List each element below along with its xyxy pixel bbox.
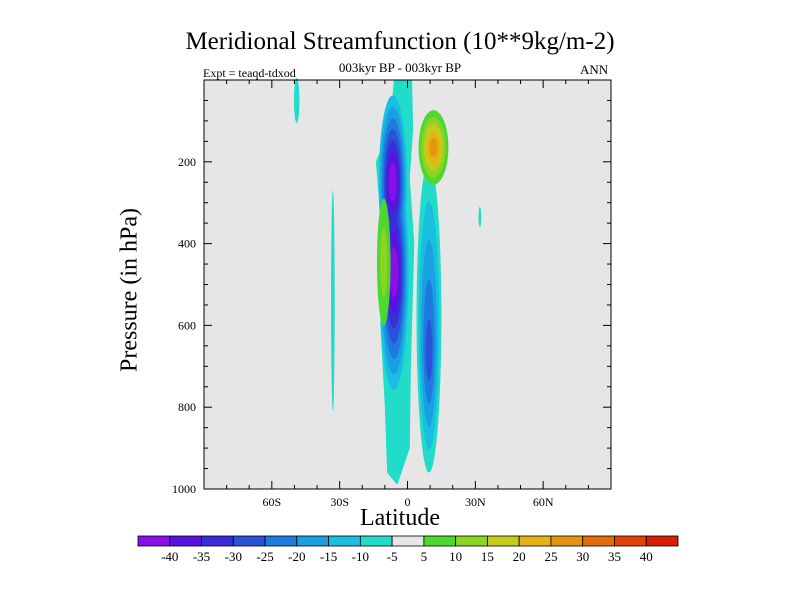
x-tick-label: 60N — [533, 495, 554, 509]
negative-sliver — [331, 190, 335, 412]
y-tick-label: 400 — [178, 237, 196, 251]
colorbar-label: 20 — [513, 549, 526, 564]
colorbar-label: -15 — [320, 549, 337, 564]
colorbar-swatch — [264, 535, 298, 547]
colorbar-label: -40 — [161, 549, 178, 564]
colorbar-swatch — [487, 535, 520, 547]
mid-positive-cell-level — [380, 227, 388, 297]
colorbar-swatch — [582, 535, 615, 547]
negative-sliver — [293, 77, 300, 123]
colorbar-label: 15 — [481, 549, 494, 564]
colorbar: -40 -35 -30 -25 -20 -15 -10 -5 5 10 15 20 25 30 35 40 — [137, 535, 679, 564]
colorbar-label: 30 — [576, 549, 589, 564]
upper-positive-cell-level — [429, 138, 438, 157]
colorbar-swatch — [232, 535, 266, 547]
season-label: ANN — [580, 62, 609, 77]
colorbar-label: -5 — [387, 549, 398, 564]
colorbar-swatch — [359, 535, 393, 547]
colorbar-swatch — [328, 535, 361, 547]
main-negative-cell-level — [388, 162, 397, 202]
y-tick-label: 600 — [178, 318, 196, 332]
colorbar-swatch — [169, 535, 202, 547]
x-tick-label: 0 — [405, 495, 411, 509]
experiment-label: Expt = teaqd-tdxod — [203, 66, 296, 80]
colorbar-swatch — [645, 535, 679, 547]
colorbar-label: -35 — [193, 549, 210, 564]
colorbar-label: -30 — [225, 549, 242, 564]
colorbar-label: -20 — [288, 549, 305, 564]
y-tick-label: 200 — [178, 155, 196, 169]
colorbar-label: -25 — [256, 549, 273, 564]
colorbar-swatch — [391, 535, 425, 547]
colorbar-swatch — [137, 535, 171, 547]
colorbar-label: 10 — [449, 549, 462, 564]
axis-ticks: 60S 30S 0 30N 60N 200 400 600 800 1000 — [172, 79, 612, 509]
colorbar-swatch — [518, 535, 552, 547]
colorbar-label: -10 — [352, 549, 369, 564]
x-tick-label: 30N — [465, 495, 486, 509]
negative-sliver — [478, 206, 482, 228]
y-tick-label: 1000 — [172, 482, 196, 496]
contour-field — [293, 77, 482, 485]
main-negative-cell-level — [389, 246, 399, 298]
colorbar-label: 40 — [640, 549, 653, 564]
x-tick-label: 60S — [262, 495, 281, 509]
x-tick-label: 30S — [330, 495, 349, 509]
chart-subtitle: 003kyr BP - 003kyr BP — [338, 60, 462, 75]
chart-title: Meridional Streamfunction (10**9kg/m-2) — [185, 28, 615, 55]
colorbar-swatch — [296, 535, 329, 547]
colorbar-swatch — [614, 535, 647, 547]
colorbar-swatch — [201, 535, 234, 547]
colorbar-label: 5 — [421, 549, 428, 564]
colorbar-label: 35 — [608, 549, 621, 564]
colorbar-swatch — [550, 535, 584, 547]
colorbar-swatch — [455, 535, 488, 547]
colorbar-swatch — [423, 535, 457, 547]
colorbar-label: 25 — [544, 549, 557, 564]
x-axis-label: Latitude — [360, 505, 440, 531]
secondary-negative-cell-level — [425, 318, 433, 382]
y-tick-label: 800 — [178, 400, 196, 414]
